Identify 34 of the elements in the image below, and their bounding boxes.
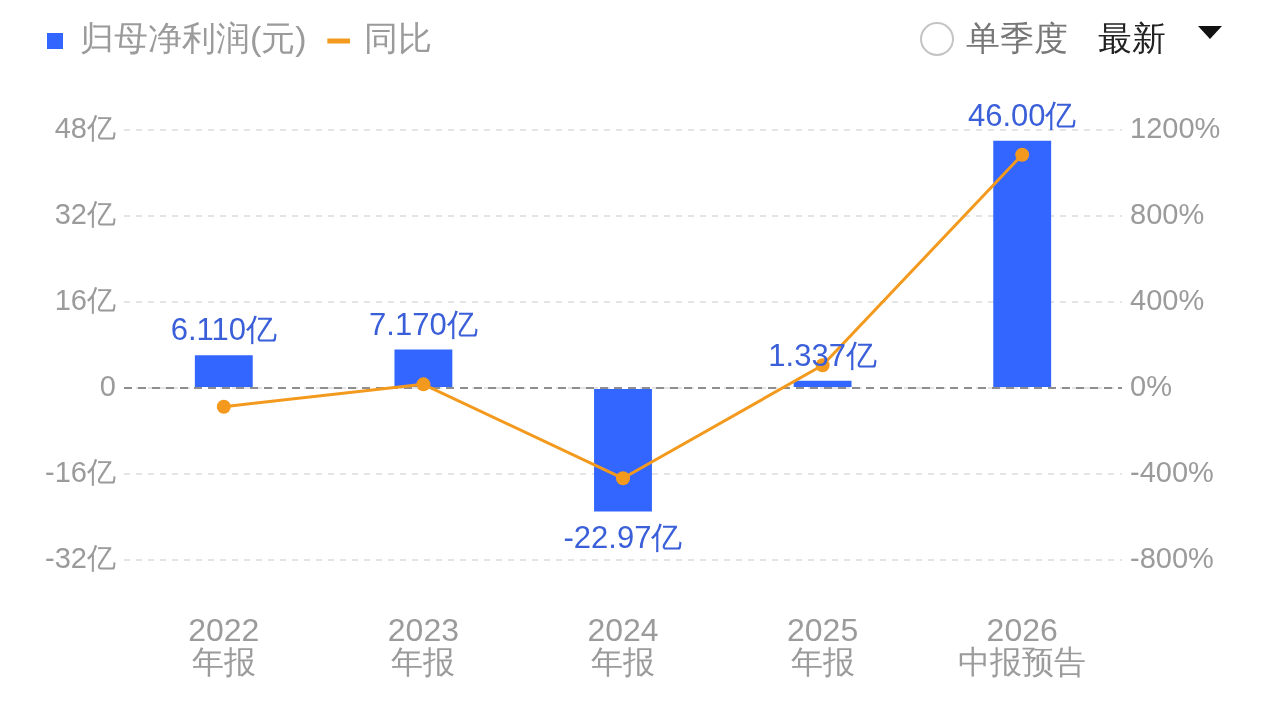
x-tick-label: 2025 年报 [787,611,859,680]
y-tick-label: 16亿 [54,284,116,316]
point [216,399,231,414]
y2-tick-label: -400% [1130,456,1214,488]
x-tick-label: 2023 年报 [387,611,459,680]
text: 最新 [1098,18,1166,59]
y-tick-label: 0 [99,370,116,402]
y2-tick-label: 400% [1130,284,1205,316]
point [1015,147,1030,162]
bar [793,380,852,387]
point [416,377,431,392]
y-tick-label: 48亿 [54,112,116,144]
data-label: -22.97亿 [563,519,683,555]
y-tick-label: 32亿 [54,198,116,230]
y2-tick-label: 0% [1130,370,1172,402]
data-label: 7.170亿 [369,306,478,342]
bar [993,140,1052,387]
bar [394,349,453,387]
y-tick-label: -32亿 [45,542,116,574]
legend-label: 归母净利润(元) [80,19,307,58]
data-label: 46.00亿 [967,97,1077,133]
text: 单季度 [966,18,1068,59]
y2-tick-label: -800% [1130,542,1214,574]
x-tick-label: 2022 年报 [188,611,260,680]
point [616,471,630,486]
data-label: 6.110亿 [170,312,277,348]
y2-tick-label: 1200% [1130,112,1221,144]
x-tick-label: 2026 中报预告 [958,611,1087,680]
x-tick-label: 2024 年报 [587,611,659,680]
y2-tick-label: 800% [1130,198,1205,230]
y-tick-label: -16亿 [45,456,116,488]
bar [194,355,253,387]
legend-label: 同比 [363,19,432,58]
bar [594,389,652,512]
